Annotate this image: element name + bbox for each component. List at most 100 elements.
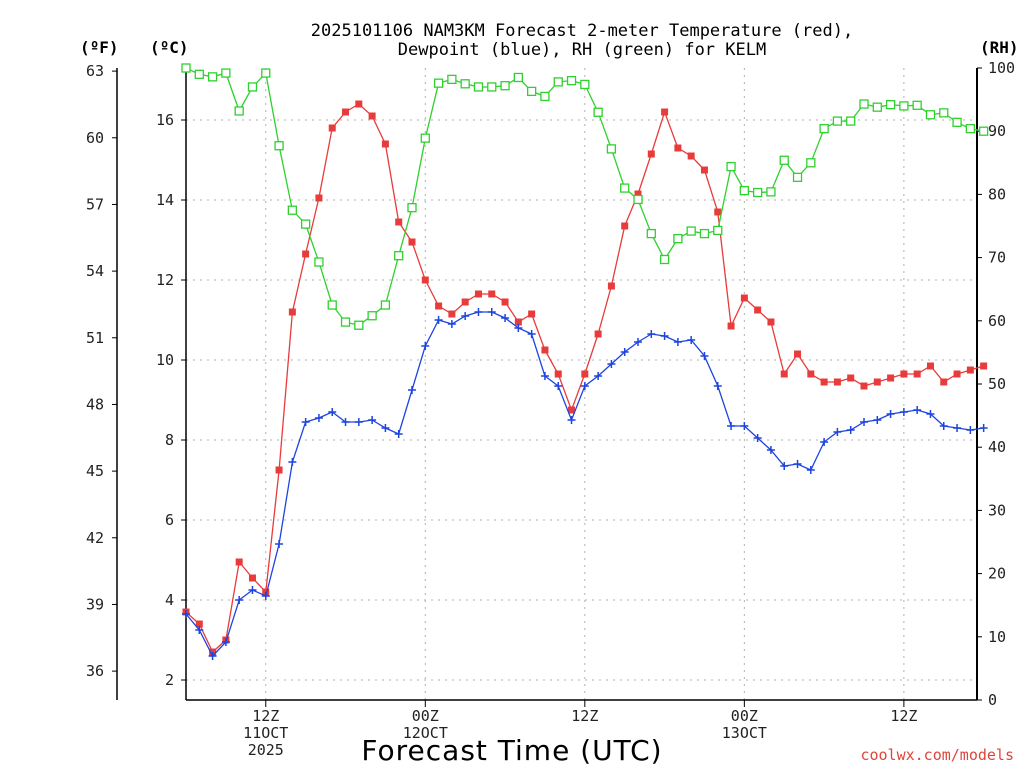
- temperature-point: [368, 112, 376, 120]
- dewpoint-point: [793, 460, 802, 468]
- rh-point: [713, 225, 723, 236]
- dewpoint-point: [660, 332, 669, 340]
- temperature-point: [302, 250, 310, 258]
- dewpoint-point: [461, 312, 470, 320]
- dewpoint-point: [248, 586, 257, 594]
- rh-point: [487, 82, 497, 92]
- dewpoint-point: [846, 426, 855, 434]
- temperature-point: [435, 302, 443, 310]
- temperature-point: [461, 298, 469, 306]
- time-tick-label: 13OCT: [722, 724, 767, 742]
- dewpoint-point: [341, 418, 350, 426]
- rh-point: [473, 82, 484, 92]
- rh-point: [752, 187, 763, 198]
- fahrenheit-tick-label: 60: [86, 129, 104, 147]
- dewpoint-point: [354, 418, 363, 426]
- temperature-point: [342, 108, 350, 116]
- dewpoint-point: [208, 652, 217, 660]
- dewpoint-point: [740, 422, 749, 430]
- temperature-point: [288, 308, 296, 316]
- temperature-point: [554, 370, 562, 378]
- dewpoint-point: [806, 466, 815, 474]
- celsius-tick-label: 14: [156, 191, 174, 209]
- temperature-point: [235, 558, 243, 566]
- temperature-point: [887, 374, 895, 382]
- fahrenheit-tick-label: 57: [86, 195, 104, 213]
- rh-point: [407, 203, 417, 213]
- rh-point: [633, 194, 643, 205]
- dewpoint-point: [314, 414, 323, 422]
- rh-point: [673, 233, 683, 244]
- dewpoint-point: [634, 338, 642, 346]
- fahrenheit-tick-label: 54: [86, 262, 104, 280]
- dewpoint-point: [540, 372, 549, 380]
- temperature-point: [581, 370, 589, 378]
- dewpoint-point: [394, 430, 403, 438]
- rh-point: [912, 100, 922, 110]
- dewpoint-point: [607, 360, 616, 368]
- dewpoint-point: [939, 422, 948, 430]
- rh-point: [726, 161, 736, 172]
- fahrenheit-tick-label: 51: [86, 329, 104, 347]
- rh-point: [872, 102, 882, 112]
- dewpoint-point: [766, 446, 775, 454]
- rh-point: [274, 141, 284, 151]
- fahrenheit-tick-label: 63: [86, 62, 104, 80]
- rh-point: [460, 79, 470, 89]
- fahrenheit-tick-label: 45: [86, 462, 104, 480]
- temperature-point: [700, 166, 708, 174]
- celsius-tick-label: 4: [165, 591, 174, 609]
- dewpoint-point: [514, 324, 523, 332]
- rh-point: [367, 311, 377, 321]
- celsius-tick-label: 8: [165, 431, 174, 449]
- rh-point: [247, 82, 258, 92]
- time-tick-label: 2025: [248, 741, 284, 759]
- rh-point: [699, 228, 710, 239]
- fahrenheit-axis: 36 39 42 45 48 51 54 57 60 63: [86, 62, 117, 680]
- rh-point: [806, 158, 816, 168]
- credit-text: coolwx.com/models: [860, 746, 1014, 764]
- dewpoint-point: [261, 592, 270, 600]
- temperature-point: [621, 222, 629, 230]
- dewpoint-point: [780, 462, 789, 470]
- temperature-point: [514, 318, 522, 326]
- temperature-point: [195, 620, 203, 628]
- temperature-point: [328, 124, 336, 132]
- celsius-axis: 2 4 6 8 10 12 14 16: [156, 111, 186, 689]
- dewpoint-series: [182, 308, 988, 660]
- dewpoint-point: [235, 596, 244, 604]
- temperature-point: [767, 318, 775, 326]
- temperature-point: [634, 190, 642, 198]
- rh-point: [659, 254, 670, 265]
- celsius-tick-label: 6: [165, 511, 174, 529]
- rh-point: [354, 320, 364, 330]
- rh-point: [194, 69, 204, 79]
- rh-point: [925, 110, 936, 120]
- temperature-point: [421, 276, 429, 284]
- dewpoint-point: [474, 308, 483, 316]
- temperature-point: [820, 378, 828, 386]
- rh-point: [846, 116, 856, 126]
- rh-series: [181, 63, 989, 330]
- rh-point: [859, 99, 869, 109]
- rh-point: [234, 106, 244, 116]
- fahrenheit-unit-label: (ºF): [80, 38, 119, 57]
- time-tick-label: 12Z: [571, 707, 598, 725]
- temperature-point: [807, 370, 815, 378]
- rh-tick-label: 100: [988, 59, 1015, 77]
- rh-point: [939, 108, 949, 118]
- dewpoint-point: [966, 426, 975, 434]
- temperature-point: [953, 370, 961, 378]
- temperature-point: [474, 290, 482, 298]
- time-tick-label: 00Z: [731, 707, 758, 725]
- temperature-point: [980, 362, 988, 370]
- celsius-tick-label: 12: [156, 271, 174, 289]
- temperature-point: [381, 140, 389, 148]
- rh-point: [792, 172, 803, 182]
- celsius-tick-label: 10: [156, 351, 174, 369]
- dewpoint-point: [554, 382, 563, 390]
- temperature-point: [501, 298, 509, 306]
- temperature-point: [408, 238, 416, 246]
- rh-point: [314, 257, 324, 267]
- rh-point: [221, 68, 231, 78]
